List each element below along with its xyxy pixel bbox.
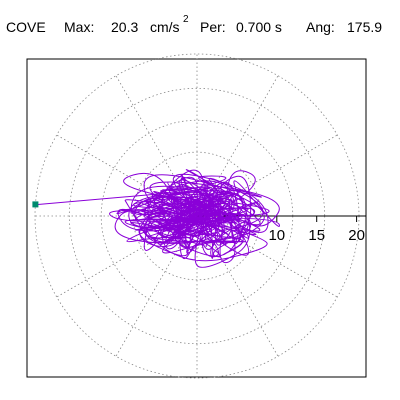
radial-axis [197, 215, 366, 222]
grid-spoke-240 [115, 215, 198, 357]
max-marker [32, 201, 39, 208]
header-per-value: 0.700 s [236, 19, 282, 35]
grid-spoke-300 [196, 215, 279, 357]
header-max-value: 20.3 [111, 19, 138, 35]
header-max-label: Max: [64, 19, 94, 35]
radial-tick-label-20: 20 [348, 227, 365, 244]
header-station: COVE [6, 19, 46, 35]
header-per-label: Per: [200, 19, 226, 35]
particle-motion-trace [34, 169, 280, 268]
radial-tick-label-10: 10 [268, 227, 285, 244]
plot-frame [26, 58, 367, 378]
grid-spoke-60 [196, 75, 279, 217]
radial-tick-label-15: 15 [308, 227, 325, 244]
radial-tick-labels: 10 15 20 [268, 227, 364, 244]
grid-spoke-330 [196, 215, 338, 298]
grid-spoke-150 [56, 134, 198, 217]
grid-spoke-30 [196, 134, 338, 217]
header-ang-value: 175.9 [347, 19, 382, 35]
header-ang-label: Ang: [306, 19, 335, 35]
grid-spoke-210 [56, 215, 198, 298]
header-max-unit: cm/s [150, 19, 180, 35]
grid-spoke-120 [115, 75, 198, 217]
header-max-unit-exp: 2 [183, 14, 189, 25]
